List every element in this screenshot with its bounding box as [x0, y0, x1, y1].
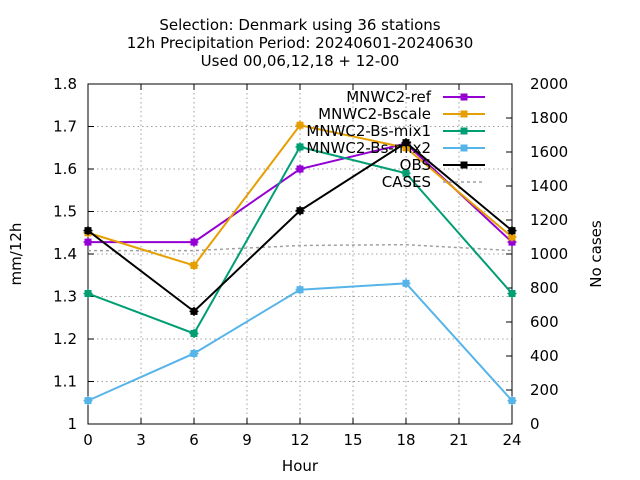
- series-mnwc2-bs-mix1: [83, 142, 517, 338]
- legend: MNWC2-refMNWC2-BscaleMNWC2-Bs-mix1MNWC2-…: [306, 88, 485, 191]
- x-tick-label: 6: [189, 431, 199, 449]
- y2-tick-label: 1200: [530, 211, 568, 229]
- series-mnwc2-bs-mix2: [83, 278, 517, 406]
- x-tick-label: 9: [242, 431, 252, 449]
- series-lines: [83, 120, 517, 406]
- x-tick-label: 24: [502, 431, 521, 449]
- y2-tick-label: 0: [530, 415, 540, 433]
- y2-tick-label: 200: [530, 381, 559, 399]
- y2-tick-label: 800: [530, 279, 559, 297]
- legend-label-mnwc2-ref: MNWC2-ref: [346, 88, 431, 106]
- x-tick-label: 21: [449, 431, 468, 449]
- chart-title-line-2: 12h Precipitation Period: 20240601-20240…: [127, 34, 474, 52]
- y2-tick-label: 2000: [530, 75, 568, 93]
- y-tick-label: 1: [67, 415, 77, 433]
- y2-tick-label: 1600: [530, 143, 568, 161]
- y2-tick-label: 600: [530, 313, 559, 331]
- legend-label-cases: CASES: [382, 173, 431, 191]
- x-tick-label: 3: [136, 431, 146, 449]
- legend-marker-obs: [460, 161, 468, 169]
- legend-marker-mnwc2-bscale: [460, 110, 468, 118]
- y-tick-label: 1.1: [53, 373, 77, 391]
- y-tick-label: 1.2: [53, 330, 77, 348]
- legend-label-mnwc2-bs-mix2: MNWC2-Bs-mix2: [306, 139, 431, 157]
- y-tick-label: 1.5: [53, 203, 77, 221]
- y-tick-label: 1.8: [53, 75, 77, 93]
- y-tick-label: 1.4: [53, 245, 77, 263]
- y2-axis-label: No cases: [587, 220, 605, 288]
- cases-line: [88, 243, 513, 252]
- x-tick-label: 18: [396, 431, 415, 449]
- y-tick-label: 1.6: [53, 160, 77, 178]
- y2-tick-label: 1000: [530, 245, 568, 263]
- chart-title-line-3: Used 00,06,12,18 + 12-00: [201, 52, 400, 70]
- legend-label-mnwc2-bs-mix1: MNWC2-Bs-mix1: [306, 122, 431, 140]
- y-tick-label: 1.7: [53, 118, 77, 136]
- cases-series: [88, 243, 513, 252]
- legend-label-mnwc2-bscale: MNWC2-Bscale: [318, 105, 431, 123]
- y-tick-label: 1.3: [53, 288, 77, 306]
- y-axis-label: mm/12h: [7, 223, 25, 286]
- y2-tick-label: 1800: [530, 109, 568, 127]
- x-tick-label: 12: [290, 431, 309, 449]
- legend-marker-mnwc2-ref: [460, 93, 468, 101]
- x-tick-label: 15: [343, 431, 362, 449]
- y2-tick-label: 400: [530, 347, 559, 365]
- series-obs: [83, 138, 517, 316]
- axis-ticks: 0 3 6 9 12 15 18 21 24 1 1.1 1.2 1.3 1.4 1.5 1.6 1.7 1.8 0…: [53, 75, 568, 449]
- legend-label-obs: OBS: [400, 156, 431, 174]
- chart-title-line-1: Selection: Denmark using 36 stations: [159, 16, 440, 34]
- y2-tick-label: 1400: [530, 177, 568, 195]
- legend-marker-mnwc2-bs-mix2: [460, 144, 468, 152]
- x-axis-label: Hour: [282, 457, 319, 475]
- legend-marker-mnwc2-bs-mix1: [460, 127, 468, 135]
- x-tick-label: 0: [83, 431, 93, 449]
